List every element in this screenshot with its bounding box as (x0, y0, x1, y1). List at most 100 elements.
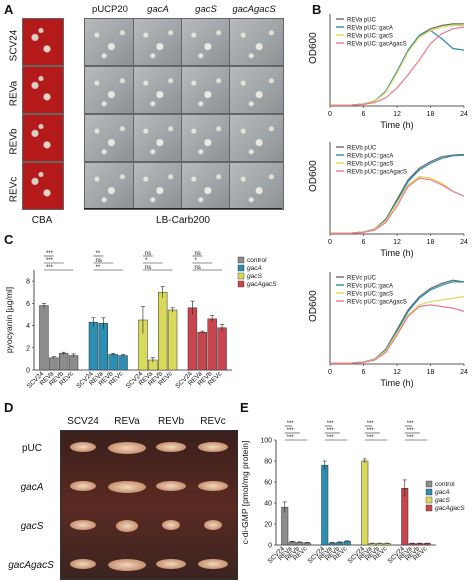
legend-swatch (425, 480, 433, 488)
column-label-gaca: gacA (147, 4, 169, 15)
legend-label: REVb pUC (347, 146, 377, 152)
panel-label-d: D (4, 400, 14, 415)
panel-a-plate-grid: pUCP20 gacA gacS gacAgacS SCV24 REVa REV… (0, 0, 300, 232)
cba-plate-image (22, 18, 64, 66)
row-label-revc: REVc (8, 176, 20, 203)
legend-swatch (237, 280, 245, 288)
significance-label: ns (194, 251, 200, 257)
significance-label: ns (145, 265, 151, 271)
x-tick-label: 18 (427, 239, 435, 246)
legend-swatch (237, 256, 245, 264)
x-axis-label: Time (h) (380, 120, 413, 130)
bar (49, 357, 59, 371)
x-tick-label: 18 (427, 369, 435, 376)
significance-label: ns (95, 258, 101, 264)
bar (98, 323, 108, 371)
lb-carb-plate-image (133, 66, 182, 114)
legend-label: REVc pUC::gacAgacS (347, 300, 407, 306)
significance-label: *** (327, 428, 335, 434)
panel-d-col-revb: REVb (157, 416, 185, 427)
bar (197, 331, 207, 371)
bar-plot: 020406080100SCV24REVaREVbREVc*********SC… (240, 421, 465, 565)
significance-label: *** (287, 428, 295, 434)
significance-label: *** (407, 428, 415, 434)
bar (207, 318, 217, 371)
legend-label: REVa pUC::gacAgacS (347, 42, 407, 48)
colony-spot (198, 442, 228, 452)
legend-swatch (425, 496, 433, 504)
panel-label-c: C (4, 232, 14, 247)
bar (118, 355, 128, 371)
legend-label: control (435, 481, 455, 488)
colony-spot (108, 481, 146, 493)
panel-d-row-puc: pUC (21, 443, 42, 454)
legend-label: REVa pUC::gacS (347, 34, 393, 40)
legend-label: REVb pUC::gacAgacS (347, 170, 407, 176)
colony-spot (162, 520, 180, 530)
x-tick-label: 0 (328, 369, 332, 376)
cba-plate-image (22, 162, 64, 210)
cba-label: CBA (31, 215, 53, 226)
x-tick-label: 18 (427, 111, 435, 118)
x-tick-label: 0 (328, 239, 332, 246)
significance-label: ns (194, 265, 200, 271)
cba-plate-image (22, 114, 64, 162)
legend-label: REVa pUC (347, 18, 377, 24)
y-axis-label: OD600 (308, 290, 319, 322)
y-tick-label: 100 (260, 438, 272, 445)
significance-label: ** (95, 251, 100, 257)
x-tick-label: 12 (393, 111, 401, 118)
lb-carb-plate-image (133, 18, 182, 66)
colony-spot (156, 559, 186, 569)
bar (59, 353, 69, 371)
significance-label: *** (407, 435, 415, 441)
significance-label: ** (95, 265, 100, 271)
colony-spot (156, 442, 186, 452)
colony-spot (70, 442, 96, 452)
y-tick-label: 2 (26, 345, 30, 352)
colony-spot (70, 559, 96, 569)
lb-carb-plate-image (229, 114, 284, 162)
panel-d-row-gacagacs: gacAgacS (8, 560, 54, 571)
bar (68, 355, 79, 371)
x-tick-label: 24 (460, 369, 468, 376)
panel-d-row-gacs: gacS (20, 521, 44, 532)
panel-label-b: B (312, 2, 322, 17)
colony-spot (204, 520, 222, 530)
y-tick-label: 8 (26, 279, 30, 286)
y-tick-label: 4 (26, 323, 30, 330)
panel-d-col-reva: REVa (114, 416, 140, 427)
y-axis-label: OD600 (308, 160, 319, 192)
legend-label: REVc pUC::gacS (347, 292, 393, 298)
panel-d-strip-plate: SCV24 REVa REVb REVc pUC gacA gacS gacAg… (0, 398, 240, 581)
column-label-pucp20: pUCP20 (92, 4, 128, 15)
lb-carb-label: LB-Carb200 (156, 215, 210, 226)
legend-label: gacA (247, 265, 262, 272)
y-tick-label: 60 (264, 480, 272, 487)
panel-d-column-header: SCV24 REVa REVb REVc (62, 416, 232, 428)
column-label-gacagacs: gacAgacS (232, 4, 276, 15)
series-line (330, 304, 465, 364)
y-tick-label: 6 (26, 301, 30, 308)
panel-d-col-scv24: SCV24 (67, 416, 99, 427)
significance-label: * (194, 258, 197, 264)
legend-label: gacA (435, 489, 450, 496)
colony-spot (70, 481, 96, 491)
colony-spot (70, 520, 96, 530)
significance-label: *** (407, 421, 415, 427)
y-tick-label: 0 (26, 368, 30, 375)
lb-carb-plate-image (84, 162, 134, 210)
lb-carb-plate-image (181, 162, 230, 210)
legend-label: REVc pUC (347, 276, 377, 282)
lb-carb-plate-image (181, 66, 230, 114)
colony-spot (108, 442, 146, 454)
bar-plot: 02468SCV24REVaREVbREVc*********SCV24REVa… (4, 251, 277, 390)
legend-label: gacAgacS (435, 505, 465, 512)
panel-d-row-gaca: gacA (20, 482, 44, 493)
lb-carb-plate-image (229, 162, 284, 210)
